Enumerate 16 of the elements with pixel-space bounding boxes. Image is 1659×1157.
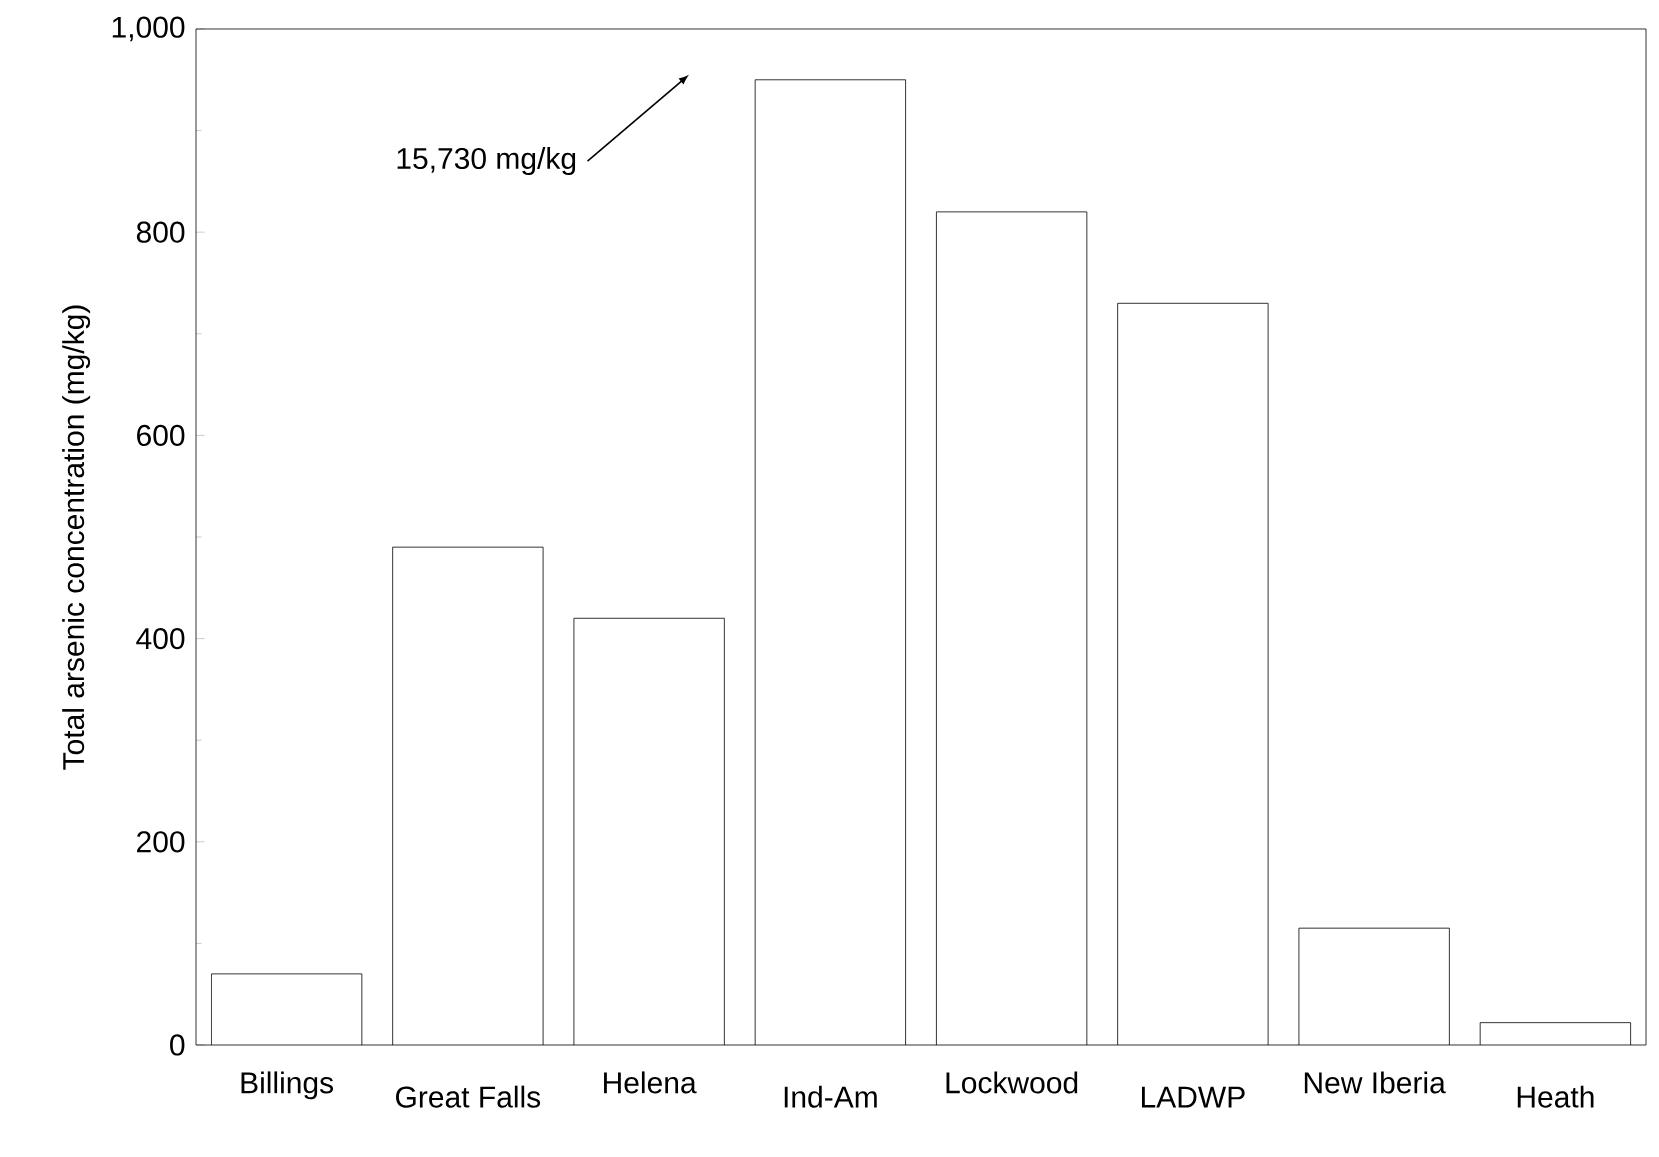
y-tick-label: 800 (136, 221, 185, 243)
x-tick-label: Great Falls (396, 1085, 541, 1108)
y-axis-title: Total arsenic concentration (mg/kg) (62, 305, 91, 770)
x-tick-label: Heath (1517, 1085, 1594, 1108)
x-tick-label: Ind-Am (784, 1085, 877, 1108)
y-tick-label: 400 (136, 627, 185, 650)
x-tick-label: New Iberia (1304, 1071, 1446, 1094)
x-tick-label: Billings (241, 1071, 334, 1100)
y-tick-label: 1,000 (112, 16, 185, 42)
y-tick-label: 600 (137, 424, 185, 446)
x-tick-label: LADWP (1141, 1086, 1245, 1108)
x-tick-label: Lockwood (946, 1071, 1078, 1094)
y-tick-label: 200 (137, 831, 185, 853)
x-tick-label: Helena (604, 1071, 697, 1094)
annotation: 15,730 mg/kg (397, 147, 576, 176)
y-tick-label: 0 (170, 1034, 185, 1056)
